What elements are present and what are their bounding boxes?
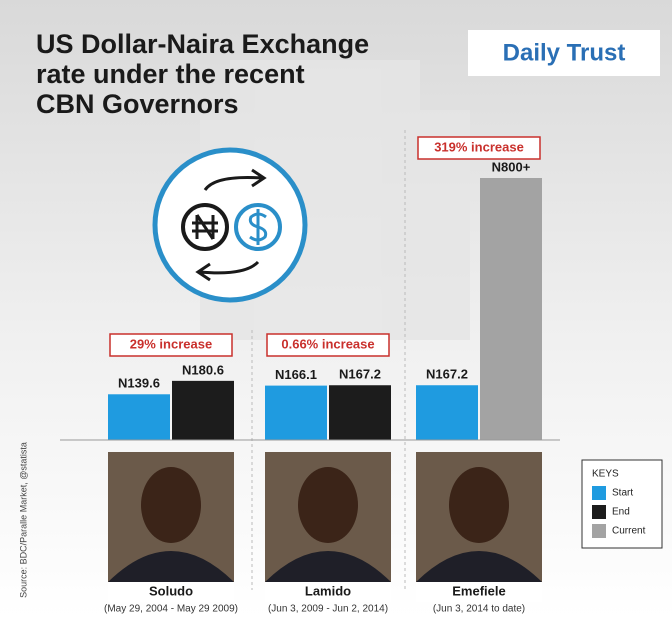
legend: KEYS Start End Current (581, 459, 663, 549)
name: Lamido (305, 583, 351, 598)
value-label: N167.2 (426, 367, 468, 382)
currency-icon (152, 147, 308, 303)
name-bar (416, 582, 542, 602)
bar (265, 385, 327, 440)
photos (108, 452, 542, 602)
value-label: N139.6 (118, 376, 160, 391)
value-label: N800+ (492, 159, 531, 174)
title-line: US Dollar-Naira Exchange (36, 29, 369, 59)
bar (172, 380, 234, 440)
legend-label: End (612, 507, 630, 518)
annotation: 0.66% increase (281, 336, 374, 351)
photo-suit (416, 551, 542, 582)
value-label: N167.2 (339, 367, 381, 382)
annotation: 319% increase (434, 139, 524, 154)
photo-face (449, 467, 509, 543)
annotation-box (417, 136, 541, 160)
bar (329, 385, 391, 440)
annotation-box (266, 333, 390, 357)
legend-swatch (592, 524, 606, 538)
title-line: rate under the recent (36, 59, 305, 89)
photo-face (141, 467, 201, 543)
name-bar (108, 582, 234, 602)
photo-suit (265, 551, 391, 582)
value-label: N180.6 (182, 362, 224, 377)
source: Source: BDC/Paralle Market, @statista (18, 442, 28, 598)
legend-label: Start (612, 488, 633, 499)
annotation: 29% increase (130, 336, 212, 351)
logo: Daily Trust (503, 39, 626, 66)
photo-suit (108, 551, 234, 582)
name: Soludo (149, 583, 193, 598)
logo-box (468, 30, 660, 76)
title-line: CBN Governors (36, 89, 239, 119)
period: (Jun 3, 2014 to date) (433, 604, 525, 615)
legend-title: KEYS (592, 469, 619, 480)
bar (416, 385, 478, 440)
bar (480, 178, 542, 440)
legend-swatch (592, 486, 606, 500)
bar (108, 394, 170, 440)
period: (Jun 3, 2009 - Jun 2, 2014) (268, 604, 388, 615)
legend-label: Current (612, 526, 646, 537)
period: (May 29, 2004 - May 29 2009) (104, 604, 238, 615)
value-label: N166.1 (275, 367, 317, 382)
photo-face (298, 467, 358, 543)
annotation-box (109, 333, 233, 357)
name: Emefiele (452, 583, 505, 598)
name-bar (265, 582, 391, 602)
legend-swatch (592, 505, 606, 519)
